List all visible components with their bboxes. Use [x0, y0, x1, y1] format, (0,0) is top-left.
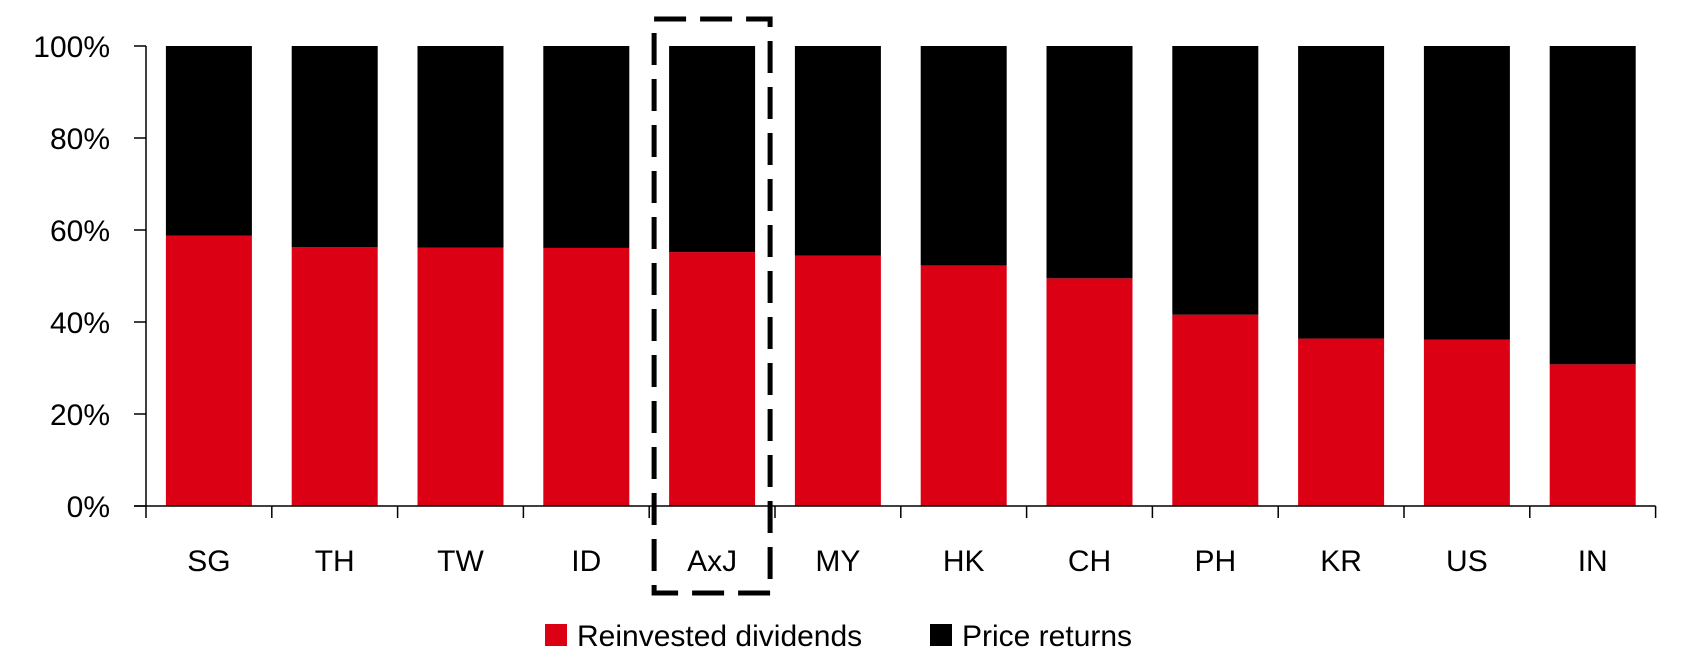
bar-TW-dividends: [417, 247, 504, 507]
x-tick-label: KR: [1320, 545, 1362, 578]
x-tick-label: PH: [1194, 545, 1236, 578]
bar-KR-price: [1298, 46, 1385, 339]
x-tick-label: US: [1446, 545, 1488, 578]
bar-TW-price: [417, 46, 504, 248]
x-tick-label: ID: [571, 545, 601, 578]
y-tick-label: 80%: [50, 123, 110, 156]
bar-MY-price: [794, 46, 881, 256]
highlight-dashed-box: [651, 16, 773, 596]
legend-label: Reinvested dividends: [577, 620, 862, 653]
x-tick-label: TH: [315, 545, 355, 578]
bars-group: [165, 46, 1636, 507]
bar-AxJ-dividends: [669, 252, 756, 506]
y-tick-label: 0%: [67, 491, 110, 524]
x-tick-label: AxJ: [687, 545, 737, 578]
bar-TH-price: [291, 46, 378, 248]
bar-MY-dividends: [794, 255, 881, 506]
bar-TH-dividends: [291, 247, 378, 506]
bar-KR-dividends: [1298, 338, 1385, 506]
bar-HK-dividends: [920, 265, 1007, 506]
x-tick-label: CH: [1068, 545, 1111, 578]
bar-SG-price: [165, 46, 252, 236]
x-tick-label: MY: [815, 545, 860, 578]
bar-SG-dividends: [165, 235, 252, 506]
legend-swatch: [545, 624, 567, 646]
bar-US-dividends: [1423, 339, 1510, 506]
bar-AxJ-price: [669, 46, 756, 253]
x-tick-label: IN: [1578, 545, 1608, 578]
bar-US-price: [1423, 46, 1510, 340]
axes-group: SG TH TW ID AxJ MY HK CH PH KR US IN 0% 20% 40% 60% 80% 1…: [33, 16, 1657, 596]
x-tick-label: HK: [943, 545, 985, 578]
bar-ID-price: [543, 46, 630, 248]
bar-PH-dividends: [1172, 314, 1259, 506]
legend: Reinvested dividends Price returns: [545, 620, 1132, 653]
y-tick-label: 40%: [50, 307, 110, 340]
bar-ID-dividends: [543, 247, 630, 506]
y-tick-label: 100%: [33, 31, 110, 64]
legend-swatch: [930, 624, 952, 646]
bar-IN-dividends: [1549, 364, 1636, 506]
bar-CH-price: [1046, 46, 1133, 279]
x-tick-label: SG: [187, 545, 230, 578]
bar-CH-dividends: [1046, 278, 1133, 506]
x-tick-label: TW: [437, 545, 484, 578]
y-tick-label: 20%: [50, 399, 110, 432]
legend-label: Price returns: [962, 620, 1132, 653]
bar-IN-price: [1549, 46, 1636, 365]
bar-HK-price: [920, 46, 1007, 266]
bar-PH-price: [1172, 46, 1259, 315]
y-tick-label: 60%: [50, 215, 110, 248]
